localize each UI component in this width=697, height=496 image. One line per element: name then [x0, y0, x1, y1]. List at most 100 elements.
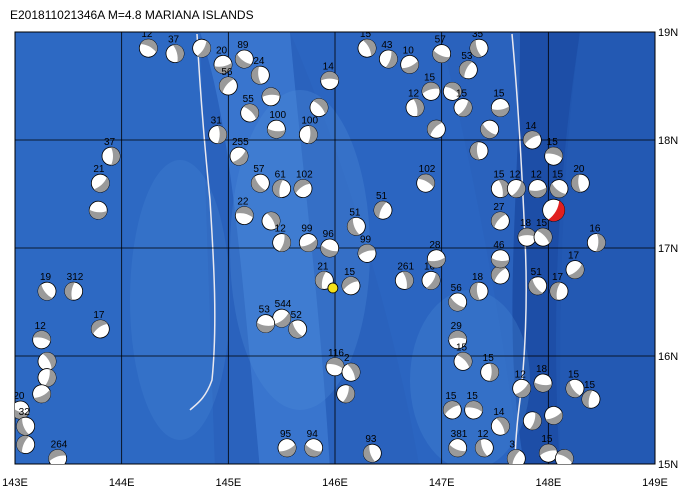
event-label: 100 [269, 110, 286, 121]
event-label: 22 [237, 197, 249, 208]
plate-boundary-west [189, 33, 216, 411]
event-label: 15 [467, 391, 479, 402]
event-beachball [453, 98, 473, 117]
lat-tick-label: 16N [658, 351, 678, 363]
event-label: 10 [403, 45, 415, 56]
event-label: 18 [472, 272, 484, 283]
event-beachball [570, 173, 590, 193]
event-label: 381 [451, 429, 468, 440]
event-label: 52 [291, 310, 303, 321]
event-beachball [506, 449, 526, 464]
event-beachball [288, 319, 308, 339]
lon-tick-label: 144E [109, 477, 135, 489]
event-beachball [442, 400, 462, 420]
event-beachball [528, 179, 548, 199]
event-label: 15 [456, 89, 468, 100]
event-beachball [581, 389, 601, 409]
event-label: 56 [221, 67, 233, 78]
event-beachball [266, 119, 286, 139]
event-label: 312 [67, 272, 84, 283]
event-beachball [490, 98, 510, 117]
lat-tick-label: 15N [658, 459, 678, 471]
event-beachball [421, 82, 441, 101]
event-label: 95 [280, 429, 292, 440]
event-label: 94 [307, 429, 319, 440]
event-beachball [522, 411, 542, 431]
event-beachball [298, 125, 318, 145]
event-label: 21 [317, 261, 329, 272]
event-label: 15 [493, 89, 505, 100]
event-beachball [426, 249, 446, 269]
event-beachball [240, 103, 260, 123]
event-beachball [229, 146, 249, 166]
event-beachball [261, 87, 281, 107]
event-label: 53 [259, 305, 271, 316]
event-beachball [234, 206, 254, 226]
event-beachball [448, 438, 468, 458]
event-beachball [400, 55, 420, 74]
event-label: 89 [237, 40, 249, 51]
event-label: 12 [515, 369, 527, 380]
event-beachball [234, 49, 254, 69]
event-beachball [490, 416, 510, 436]
event-label: 17 [93, 310, 105, 321]
event-label: 14 [525, 121, 537, 132]
event-label: 61 [275, 170, 287, 181]
event-beachball [250, 65, 270, 85]
event-label: 57 [253, 164, 265, 175]
event-label: 15 [360, 29, 372, 40]
event-label: 32 [19, 407, 31, 418]
event-beachball [490, 265, 510, 285]
event-label: 55 [243, 94, 255, 105]
event-label: 15 [536, 218, 548, 229]
event-label: 255 [232, 137, 249, 148]
event-beachball [32, 384, 52, 404]
event-label: 15 [445, 391, 457, 402]
lon-tick-label: 146E [322, 477, 348, 489]
event-label: 15 [541, 434, 553, 445]
event-beachball [192, 38, 212, 58]
plate-boundary-east [511, 33, 527, 464]
event-label: 14 [323, 62, 335, 73]
event-beachball [480, 362, 500, 382]
event-beachball [544, 146, 564, 166]
lon-tick-label: 148E [535, 477, 561, 489]
event-beachball [373, 200, 393, 220]
event-label: 12 [275, 224, 287, 235]
event-beachball [432, 44, 452, 63]
event-label: 17 [568, 251, 580, 262]
event-beachball [421, 270, 441, 290]
event-label: 12 [408, 89, 420, 100]
event-label: 15 [456, 342, 468, 353]
event-label: 51 [349, 207, 361, 218]
event-beachball [362, 443, 382, 463]
event-label: 3 [509, 440, 515, 451]
event-label: 28 [429, 240, 441, 251]
event-label: 56 [451, 283, 463, 294]
event-beachball [213, 55, 233, 74]
map-title: E201811021346A M=4.8 MARIANA ISLANDS [10, 8, 254, 22]
event-label: 35 [472, 29, 484, 40]
event-label: 29 [451, 321, 463, 332]
event-label: 24 [253, 56, 265, 67]
event-label: 15 [483, 353, 495, 364]
axis-labels: 143E 144E 145E 146E 147E 148E 149E 19N 18N 17N 16N… [2, 27, 678, 489]
event-beachball [277, 438, 297, 458]
event-beachball [565, 260, 585, 280]
event-label: 51 [376, 191, 388, 202]
event-label: 12 [509, 170, 521, 181]
event-beachball [544, 405, 564, 425]
event-label: 16 [424, 261, 436, 272]
event-label: 102 [419, 164, 436, 175]
event-beachball [533, 227, 553, 247]
event-label: 12 [477, 429, 489, 440]
lon-tick-label: 143E [2, 477, 28, 489]
event-beachball [101, 146, 121, 166]
event-beachball [218, 76, 238, 96]
event-beachball [378, 49, 398, 69]
event-beachball [458, 60, 478, 80]
event-label: 18 [536, 364, 548, 375]
event-beachball [64, 281, 84, 301]
event-label: 21 [93, 164, 105, 175]
event-label: 43 [381, 40, 393, 51]
